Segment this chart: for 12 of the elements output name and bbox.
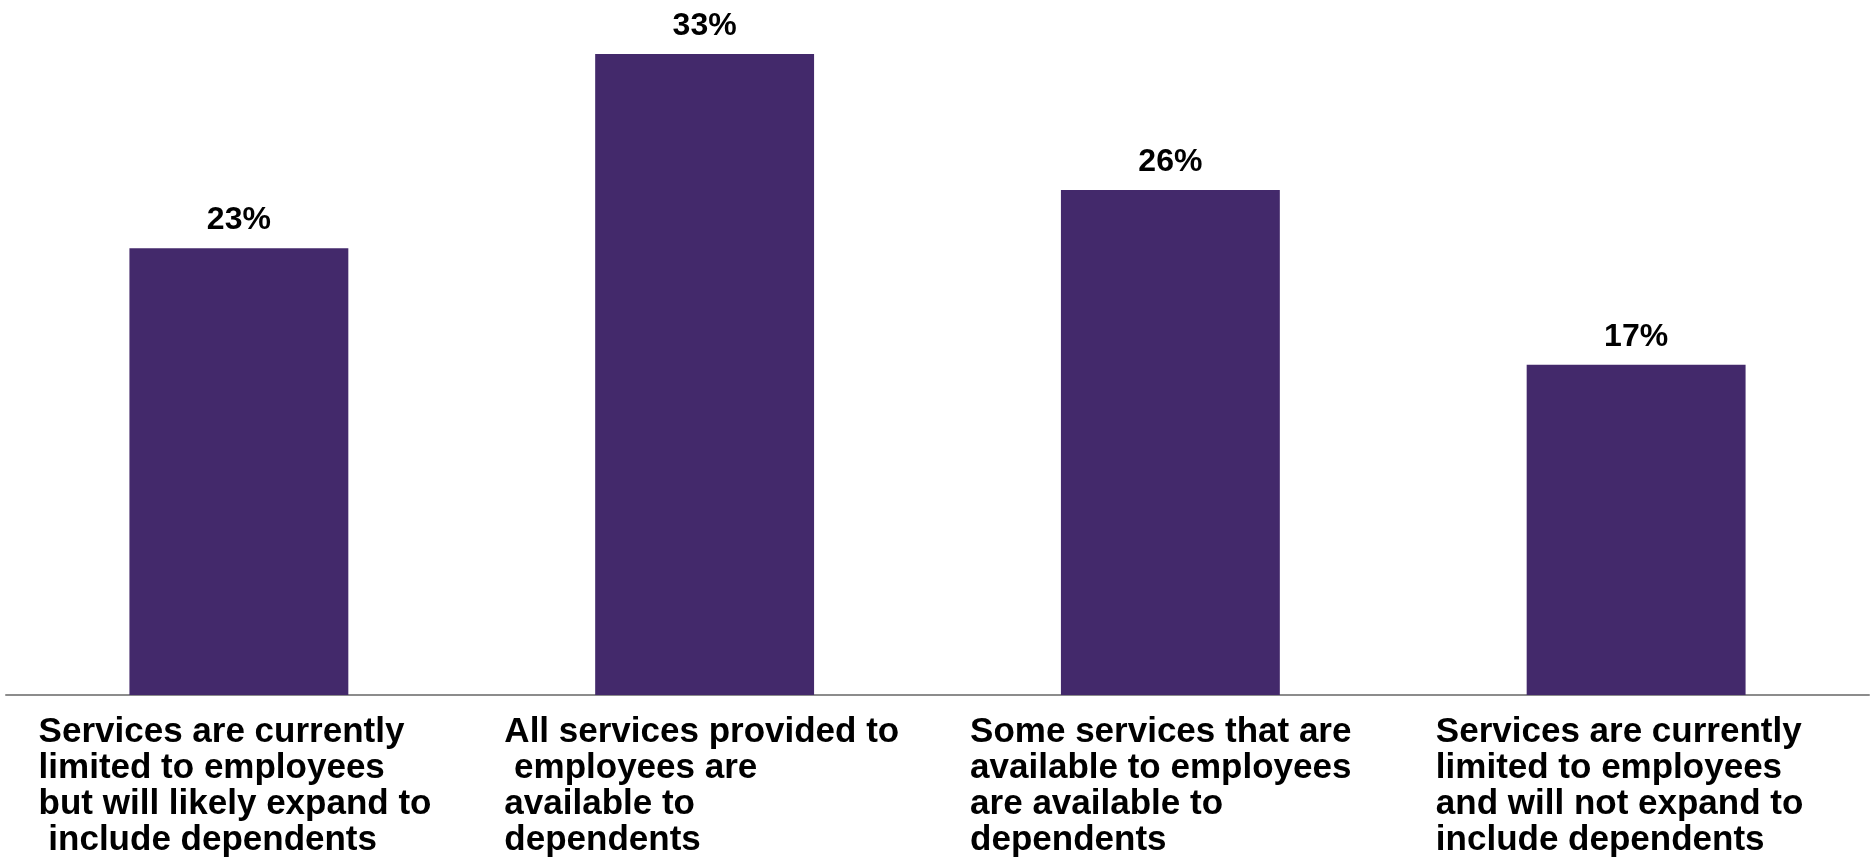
data-label: 23%: [206, 200, 271, 237]
bar: [129, 248, 349, 695]
bar: [1060, 189, 1280, 695]
bar: [1526, 364, 1746, 695]
x-tick-label: All services provided to employees are available to dependents: [504, 709, 900, 857]
data-label: 33%: [672, 6, 737, 42]
data-label: 17%: [1604, 316, 1669, 353]
bar: [595, 54, 815, 695]
x-tick-label: Services are currently limited to employees and will not expand to include dependents: [1435, 709, 1814, 857]
data-label: 26%: [1138, 141, 1203, 178]
x-tick-label: Some services that are available to employees are available to dependents: [970, 709, 1362, 857]
x-tick-label: Services are currently limited to employees but will likely expand to include dependents: [38, 709, 432, 857]
